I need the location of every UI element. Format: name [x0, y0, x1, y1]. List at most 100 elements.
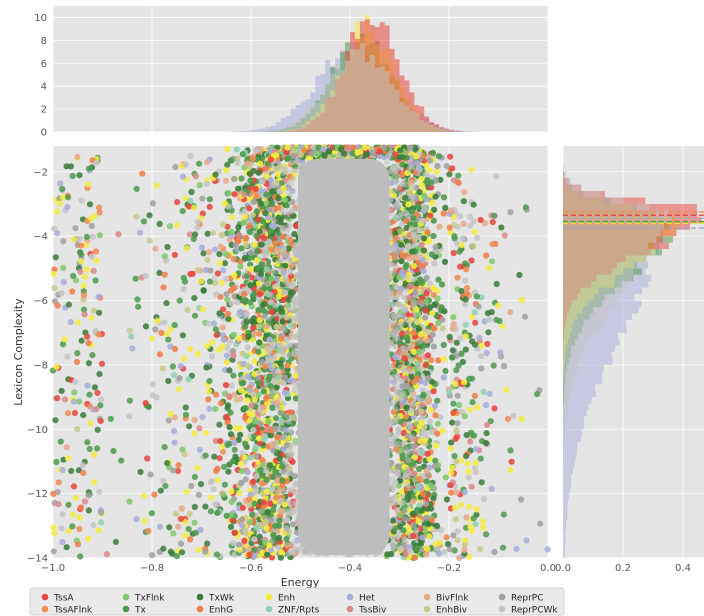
scatter-point: [467, 524, 474, 531]
scatter-point: [197, 481, 205, 488]
scatter-point: [231, 191, 238, 198]
scatter-point: [414, 545, 421, 552]
scatter-point: [175, 462, 182, 469]
scatter-point: [284, 366, 291, 373]
scatter-point: [59, 341, 67, 348]
scatter-point: [486, 265, 493, 272]
scatter-point: [86, 445, 93, 452]
scatter-point: [461, 379, 468, 386]
scatter-point: [419, 217, 426, 224]
scatter-point: [206, 320, 213, 327]
scatter-point: [418, 280, 425, 287]
top-hist-bar: [310, 102, 316, 132]
scatter-point: [212, 501, 219, 508]
scatter-point: [497, 349, 504, 356]
top-hist-bar: [359, 43, 365, 132]
scatter-point: [453, 489, 460, 496]
scatter-point: [140, 218, 148, 225]
scatter-point: [242, 323, 249, 330]
scatter-point: [224, 296, 231, 303]
scatter-point: [276, 293, 283, 300]
top-hist-bar: [419, 106, 425, 132]
scatter-point: [237, 395, 244, 402]
scatter-point: [442, 474, 449, 481]
scatter-point: [202, 503, 209, 510]
top-hist-bar: [325, 83, 331, 132]
scatter-point: [167, 343, 174, 350]
scatter-point: [462, 537, 469, 544]
scatter-point: [72, 225, 79, 232]
scatter-point: [77, 504, 85, 511]
scatter-point: [267, 177, 274, 184]
scatter-point: [166, 524, 173, 531]
scatter-point: [198, 278, 205, 285]
scatter-point: [402, 551, 409, 558]
scatter-point: [474, 404, 481, 411]
scatter-point: [189, 270, 196, 277]
scatter-point: [261, 436, 268, 443]
scatter-point: [107, 415, 114, 422]
scatter-point: [80, 282, 87, 289]
scatter-point: [407, 548, 414, 555]
scatter-point: [91, 213, 98, 220]
scatter-point: [74, 350, 81, 357]
scatter-point: [228, 382, 235, 389]
scatter-point: [443, 496, 451, 503]
scatter-point: [289, 175, 296, 182]
scatter-point: [488, 258, 496, 265]
scatter-point: [192, 312, 199, 319]
scatter-point: [196, 425, 203, 432]
scatter-point: [284, 187, 292, 194]
scatter-point: [261, 300, 268, 308]
top-hist-bar: [275, 122, 281, 132]
scatter-point: [284, 478, 291, 485]
scatter-point: [79, 462, 86, 469]
scatter-point: [422, 379, 429, 386]
scatter-point: [247, 282, 254, 289]
scatter-point: [403, 404, 410, 411]
scatter-point: [191, 204, 198, 211]
top-hist-bar: [270, 125, 276, 132]
scatter-point: [147, 471, 154, 478]
scatter-point: [391, 254, 398, 261]
scatter-point: [432, 193, 439, 200]
scatter-point: [534, 391, 541, 398]
scatter-point: [230, 352, 237, 359]
scatter-point: [471, 309, 478, 316]
scatter-point: [275, 379, 283, 386]
top-hist-bar: [458, 131, 464, 132]
scatter-point: [53, 363, 60, 370]
scatter-point: [264, 280, 271, 287]
scatter-point: [410, 329, 417, 336]
scatter-point: [231, 529, 239, 536]
scatter-point: [230, 284, 237, 292]
scatter-point: [211, 453, 218, 460]
scatter-point: [170, 467, 177, 474]
scatter-point: [446, 333, 453, 341]
scatter-point: [418, 397, 425, 404]
scatter-point: [203, 429, 210, 436]
top-hist-bar: [463, 131, 469, 132]
scatter-point: [216, 259, 223, 267]
scatter-point: [64, 204, 71, 211]
scatter-point: [423, 514, 430, 521]
scatter-point: [252, 185, 259, 192]
scatter-point: [264, 400, 271, 407]
scatter-point: [452, 435, 459, 442]
top-hist-bar: [295, 104, 301, 132]
scatter-point: [454, 420, 461, 427]
scatter-point: [246, 551, 253, 558]
scatter-point: [78, 337, 85, 344]
top-hist-bar: [251, 129, 256, 132]
top-hist-bar: [260, 128, 266, 132]
scatter-point: [87, 420, 94, 427]
scatter-point: [235, 224, 242, 231]
scatter-point: [80, 412, 87, 419]
scatter-point: [483, 252, 490, 259]
scatter-point: [76, 235, 83, 242]
scatter-point: [81, 273, 88, 280]
scatter-point: [465, 468, 472, 475]
scatter-point: [276, 455, 283, 462]
scatter-point: [88, 314, 95, 321]
scatter-point: [409, 510, 416, 517]
